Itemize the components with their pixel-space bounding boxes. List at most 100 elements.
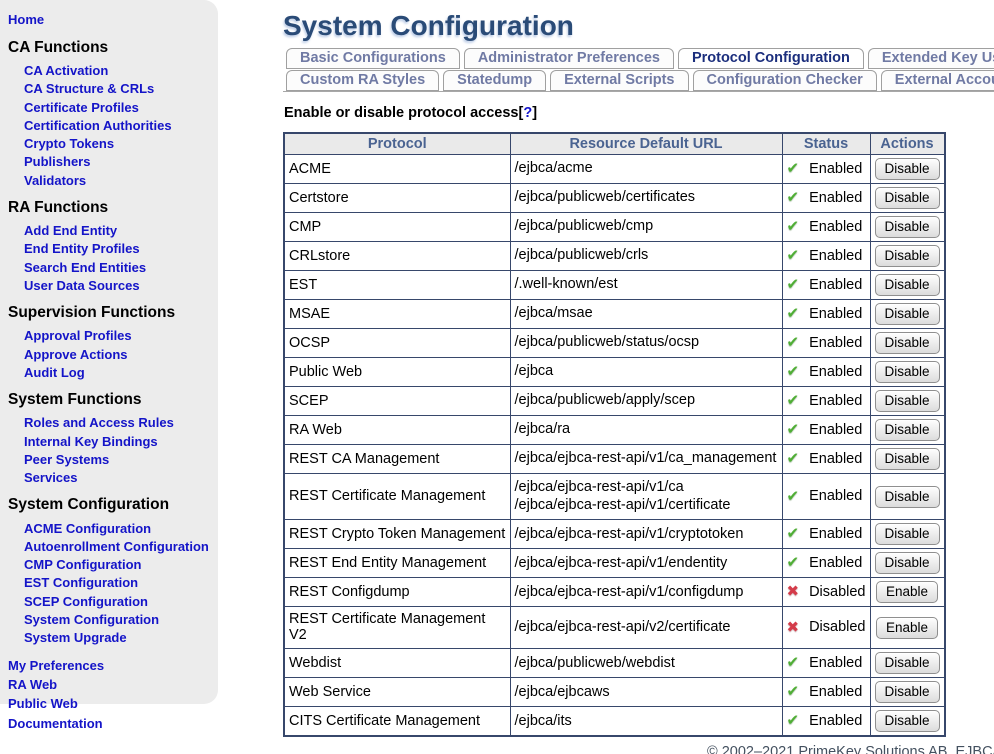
sidebar-link-my-preferences[interactable]: My Preferences [8, 657, 105, 673]
disable-button[interactable]: Disable [874, 523, 940, 546]
tab-protocol-configuration[interactable]: Protocol Configuration [677, 47, 864, 69]
disable-button[interactable]: Disable [874, 187, 940, 210]
protocol-name: REST CA Management [283, 444, 511, 475]
disable-button[interactable]: Disable [874, 448, 940, 471]
tab-external-account-bindings[interactable]: External Account Bindings [880, 69, 994, 92]
protocol-name: REST Certificate Management [283, 473, 511, 521]
sidebar-item-validators[interactable]: Validators [24, 172, 87, 188]
tab-row-2: Custom RA Styles Statedump External Script… [283, 69, 994, 92]
enable-button[interactable]: Enable [875, 581, 939, 604]
protocol-name: ACME [283, 154, 511, 185]
sidebar-item-end-entity-profiles[interactable]: End Entity Profiles [24, 241, 140, 257]
status-label: Disabled [809, 619, 866, 636]
sidebar-item-est-configuration[interactable]: EST Configuration [24, 575, 139, 591]
sidebar-item-certification-authorities[interactable]: Certification Authorities [24, 117, 172, 133]
status-cell: ✔ Enabled [781, 154, 871, 185]
status-indicator: ✔ Enabled [787, 393, 866, 409]
status-cell: ✔ Enabled [781, 212, 871, 243]
check-icon: ✔ [786, 554, 800, 572]
enable-button[interactable]: Enable [875, 616, 939, 639]
sidebar-section-title-ca-functions: CA Functions [8, 38, 109, 56]
disable-button[interactable]: Disable [874, 216, 940, 239]
sidebar-link-documentation[interactable]: Documentation [8, 715, 103, 731]
status-cell: ✔ Enabled [781, 519, 871, 550]
disable-button[interactable]: Disable [874, 552, 940, 575]
tab-statedump[interactable]: Statedump [443, 69, 547, 92]
sidebar-item-ca-structure-crls[interactable]: CA Structure & CRLs [24, 81, 155, 97]
sidebar-item-approve-actions[interactable]: Approve Actions [24, 346, 128, 362]
action-cell: Disable [869, 328, 946, 359]
disable-button[interactable]: Disable [874, 245, 940, 268]
sidebar-item-acme-configuration[interactable]: ACME Configuration [24, 520, 152, 536]
sidebar-item-crypto-tokens[interactable]: Crypto Tokens [24, 136, 115, 152]
disable-button[interactable]: Disable [874, 681, 940, 704]
status-cell: ✔ Enabled [781, 328, 871, 359]
tab-extended-key-usages[interactable]: Extended Key Usages [867, 47, 994, 69]
disable-button[interactable]: Disable [874, 332, 940, 355]
sidebar-item-add-end-entity[interactable]: Add End Entity [24, 223, 118, 239]
disable-button[interactable]: Disable [874, 274, 940, 297]
column-header-resource-default-url: Resource Default URL [509, 132, 783, 156]
protocol-name: Web Service [283, 677, 511, 708]
sidebar-link-home[interactable]: Home [8, 12, 45, 27]
sidebar-item-cmp-configuration[interactable]: CMP Configuration [24, 557, 142, 573]
status-label: Enabled [809, 218, 863, 235]
action-cell: Disable [869, 386, 946, 417]
disable-button[interactable]: Disable [874, 158, 940, 181]
table-row-rest-end-entity-management: REST End Entity Management/ejbca/ejbca-r… [283, 548, 946, 579]
status-cell: ✔ Enabled [781, 415, 871, 446]
status-cell: ✖ Disabled [781, 606, 871, 650]
disable-button[interactable]: Disable [874, 303, 940, 326]
sidebar-bottom-links: My Preferences RA Web Public Web Documentat… [8, 657, 212, 732]
sidebar-item-services[interactable]: Services [24, 470, 78, 486]
tab-custom-ra-styles[interactable]: Custom RA Styles [286, 69, 440, 92]
disable-button[interactable]: Disable [874, 485, 940, 508]
disable-button[interactable]: Disable [874, 710, 940, 733]
resource-url: /ejbca/ejbcaws [509, 677, 783, 708]
sidebar-item-peer-systems[interactable]: Peer Systems [24, 451, 110, 467]
sidebar-item-audit-log[interactable]: Audit Log [24, 364, 85, 380]
sidebar-item-system-upgrade[interactable]: System Upgrade [24, 630, 127, 646]
sidebar-item-approval-profiles[interactable]: Approval Profiles [24, 328, 132, 344]
disable-button[interactable]: Disable [874, 652, 940, 675]
sidebar-item-internal-key-bindings[interactable]: Internal Key Bindings [24, 433, 158, 449]
tab-basic-configurations[interactable]: Basic Configurations [286, 47, 460, 69]
sidebar-section-title-ra-functions: RA Functions [8, 199, 109, 217]
disable-button[interactable]: Disable [874, 419, 940, 442]
status-indicator: ✔ Enabled [787, 248, 866, 264]
check-icon: ✔ [786, 654, 800, 672]
sidebar-item-system-configuration[interactable]: System Configuration [24, 612, 160, 627]
tab-bar: Basic Configurations Administrator Prefer… [283, 47, 994, 93]
table-header-row: Protocol Resource Default URL Status Action… [283, 132, 946, 156]
status-label: Enabled [809, 363, 863, 380]
sidebar-link-ra-web[interactable]: RA Web [8, 677, 58, 693]
status-cell: ✔ Enabled [781, 473, 871, 521]
help-link[interactable]: ? [523, 105, 533, 122]
resource-url: /ejbca/msae [509, 299, 783, 330]
status-label: Enabled [809, 421, 863, 438]
sidebar-item-autoenrollment-configuration[interactable]: Autoenrollment Configuration [24, 538, 209, 554]
protocol-name: REST Configdump [283, 577, 511, 608]
action-cell: Disable [869, 548, 946, 579]
check-icon: ✔ [786, 247, 800, 265]
sidebar-item-scep-configuration[interactable]: SCEP Configuration [24, 593, 148, 609]
sidebar-link-public-web[interactable]: Public Web [8, 696, 78, 712]
check-icon: ✔ [786, 712, 800, 730]
status-indicator: ✖ Disabled [787, 584, 866, 600]
table-row-public-web: Public Web/ejbca ✔ Enabled Disable [283, 357, 946, 388]
sidebar-item-roles-and-access-rules[interactable]: Roles and Access Rules [24, 415, 174, 431]
sidebar-item-ca-activation[interactable]: CA Activation [24, 62, 109, 78]
disable-button[interactable]: Disable [874, 390, 940, 413]
tab-configuration-checker[interactable]: Configuration Checker [692, 69, 877, 92]
sidebar-item-user-data-sources[interactable]: User Data Sources [24, 278, 140, 293]
sidebar-item-search-end-entities[interactable]: Search End Entities [24, 259, 147, 275]
status-cell: ✔ Enabled [781, 548, 871, 579]
tab-external-scripts[interactable]: External Scripts [550, 69, 689, 92]
protocol-name: MSAE [283, 299, 511, 330]
sidebar-item-certificate-profiles[interactable]: Certificate Profiles [24, 99, 139, 115]
sidebar-item-publishers[interactable]: Publishers [24, 154, 91, 170]
tab-administrator-preferences[interactable]: Administrator Preferences [463, 47, 674, 69]
status-label: Enabled [809, 189, 863, 206]
intro-label: Enable or disable protocol access [284, 105, 519, 122]
disable-button[interactable]: Disable [874, 361, 940, 384]
